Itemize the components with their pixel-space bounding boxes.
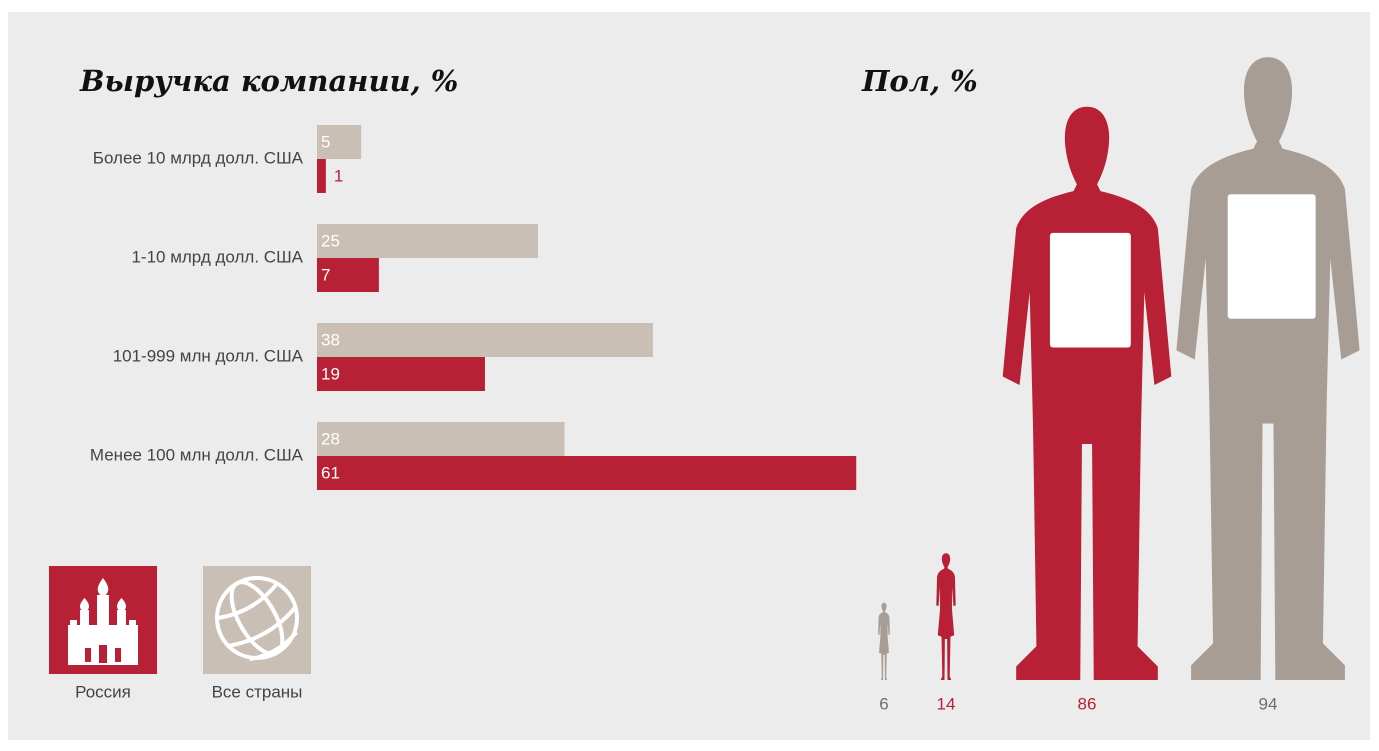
value-label: 1 — [334, 166, 343, 185]
value-label: 61 — [321, 463, 340, 482]
value-label: 19 — [321, 364, 340, 383]
value-label: 94 — [1259, 694, 1278, 713]
chart-title: Пол, % — [861, 64, 978, 98]
category-label: 101-999 млн долл. США — [113, 346, 304, 365]
chart: Выручка компании, % Пол, % Россия Все ст… — [0, 0, 1379, 751]
bar — [317, 456, 856, 490]
category-label: Менее 100 млн долл. США — [90, 445, 304, 464]
legend-label: Россия — [75, 682, 131, 701]
value-label: 28 — [321, 429, 340, 448]
chart-title: Выручка компании, % — [79, 64, 458, 98]
folder — [1050, 233, 1131, 348]
bar — [317, 422, 565, 456]
bar — [317, 224, 538, 258]
folder — [1228, 194, 1316, 319]
bar — [317, 357, 485, 391]
category-label: Более 10 млрд долл. США — [93, 148, 304, 167]
legend-label: Все страны — [212, 682, 303, 701]
value-label: 25 — [321, 231, 340, 250]
category-label: 1-10 млрд долл. США — [131, 247, 303, 266]
value-label: 7 — [321, 265, 330, 284]
bar — [317, 323, 653, 357]
value-label: 6 — [879, 694, 888, 713]
value-label: 14 — [937, 694, 956, 713]
value-label: 86 — [1078, 694, 1097, 713]
bar — [317, 159, 326, 193]
value-label: 38 — [321, 330, 340, 349]
value-label: 5 — [321, 132, 330, 151]
